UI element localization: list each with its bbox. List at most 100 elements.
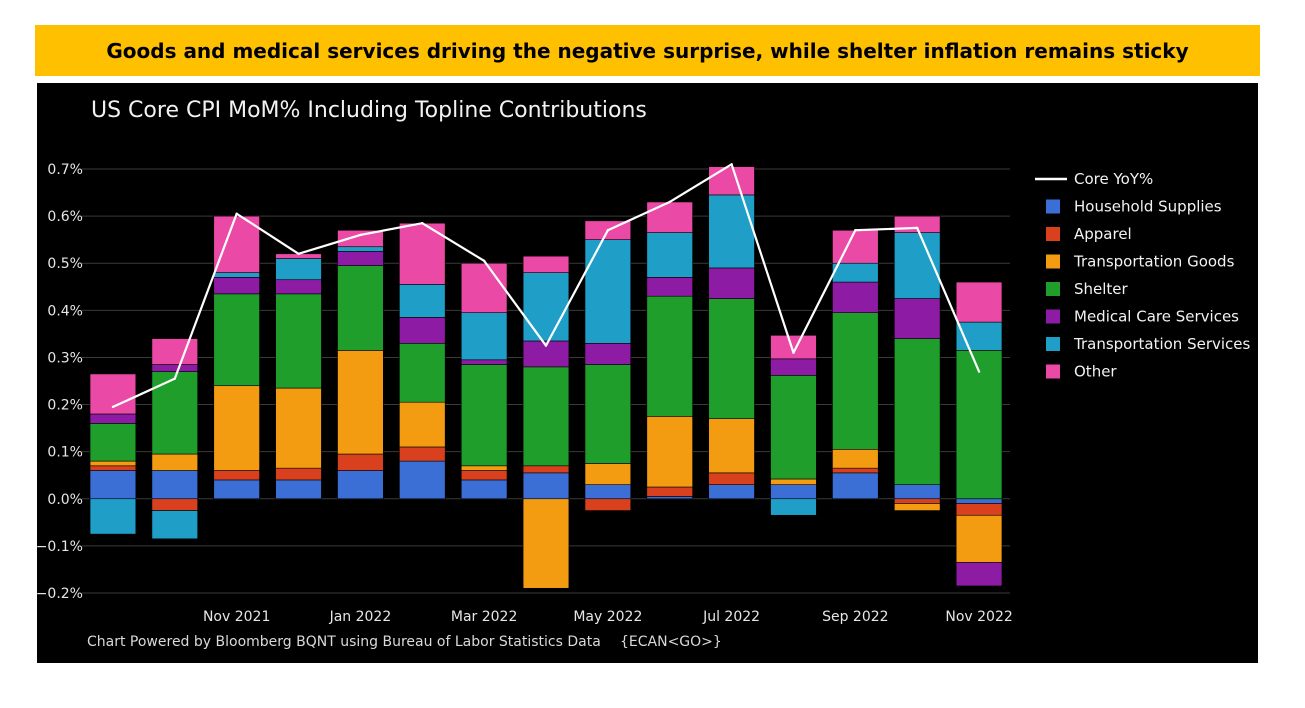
bar-segment bbox=[770, 375, 817, 480]
bar-segment bbox=[522, 498, 570, 589]
legend-item: Transportation Services bbox=[1046, 335, 1251, 353]
legend-label: Other bbox=[1074, 363, 1117, 381]
y-tick-label: 0.4% bbox=[47, 303, 83, 319]
core-yoy-point bbox=[235, 212, 238, 215]
core-yoy-point bbox=[482, 259, 486, 263]
bar-segment bbox=[832, 281, 879, 313]
legend-item: Shelter bbox=[1046, 280, 1129, 298]
bar-segment bbox=[399, 446, 446, 462]
headline-banner: Goods and medical services driving the n… bbox=[35, 25, 1260, 76]
bar-segment bbox=[89, 413, 137, 424]
core-yoy-point bbox=[421, 221, 424, 225]
bar-segment bbox=[213, 215, 260, 273]
bar-segment bbox=[646, 496, 693, 500]
x-tick-label: May 2022 bbox=[573, 609, 642, 625]
bar-segment bbox=[337, 470, 384, 500]
bar-segment bbox=[832, 472, 879, 500]
bar-segment bbox=[275, 387, 322, 469]
legend-item: Transportation Goods bbox=[1046, 253, 1235, 271]
core-yoy-point bbox=[111, 405, 115, 409]
bar-segment bbox=[151, 510, 198, 540]
y-tick-label: 0.7% bbox=[47, 162, 83, 178]
bar-segment bbox=[399, 401, 446, 448]
bar-segment bbox=[770, 358, 817, 376]
headline-text: Goods and medical services driving the n… bbox=[106, 38, 1189, 63]
legend-item-core-yoy: Core YoY% bbox=[1035, 170, 1153, 188]
bar-segment bbox=[955, 514, 1003, 563]
bar-segment bbox=[337, 251, 384, 266]
bar-segment bbox=[832, 229, 879, 264]
bar-segment bbox=[89, 498, 137, 535]
bar-segment bbox=[708, 267, 755, 299]
bar-segment bbox=[584, 343, 632, 365]
legend-item: Apparel bbox=[1046, 225, 1132, 243]
core-yoy-point bbox=[668, 200, 671, 204]
chart-svg: US Core CPI MoM% Including Topline Contr… bbox=[37, 98, 1251, 650]
core-yoy-point bbox=[730, 163, 733, 166]
bar-segment bbox=[399, 460, 446, 500]
bar-segment bbox=[584, 498, 632, 511]
bar-segment bbox=[646, 232, 693, 278]
legend-label: Household Supplies bbox=[1074, 198, 1222, 216]
legend-swatch bbox=[1046, 199, 1060, 214]
legend-swatch bbox=[1046, 309, 1060, 324]
bar-segment bbox=[770, 484, 817, 500]
x-tick-label: Nov 2022 bbox=[945, 609, 1012, 625]
bar-segment bbox=[708, 166, 755, 196]
x-axis: Nov 2021 Jan 2022 Mar 2022 May 2022 Jul 2022… bbox=[203, 609, 1013, 625]
bar-segment bbox=[337, 229, 384, 248]
bar-segment bbox=[151, 453, 198, 471]
x-tick-label: Jul 2022 bbox=[702, 609, 760, 625]
bar-segment bbox=[460, 262, 508, 313]
y-tick-label: −0.1% bbox=[37, 539, 83, 555]
bar-segment bbox=[646, 486, 693, 497]
bar-segment bbox=[337, 265, 384, 351]
core-yoy-point bbox=[854, 229, 857, 232]
y-axis: 0.7% 0.6% 0.5% 0.4% 0.3% 0.2% 0.1% 0.0% −0.1% −0.… bbox=[37, 162, 83, 602]
legend-swatch bbox=[1046, 227, 1060, 241]
bar-segment bbox=[770, 498, 817, 516]
legend-label: Core YoY% bbox=[1074, 170, 1153, 188]
bar-segment bbox=[770, 478, 817, 485]
bar-segment bbox=[955, 562, 1003, 587]
core-yoy-point bbox=[359, 233, 362, 237]
bar-segment bbox=[151, 338, 198, 365]
bar-segment bbox=[399, 317, 446, 344]
bar-segment bbox=[89, 465, 137, 471]
bar-segment bbox=[646, 416, 693, 488]
bar-segment bbox=[894, 484, 941, 500]
bar-segment bbox=[151, 371, 198, 455]
bar-segment bbox=[584, 239, 632, 344]
legend-label: Medical Care Services bbox=[1074, 308, 1239, 326]
bar-segment bbox=[708, 484, 755, 500]
bar-segment bbox=[955, 281, 1003, 323]
bar-segment bbox=[399, 343, 446, 403]
y-tick-label: 0.2% bbox=[47, 398, 83, 414]
bar-segment bbox=[275, 258, 322, 281]
bar-segment bbox=[708, 298, 755, 419]
bar-segment bbox=[275, 467, 322, 481]
y-tick-label: 0.1% bbox=[47, 445, 83, 461]
bar-segment bbox=[832, 449, 879, 469]
bar-segment bbox=[708, 472, 755, 485]
bar-segment bbox=[522, 472, 570, 500]
bar-segment bbox=[275, 279, 322, 295]
bar-segment bbox=[213, 479, 260, 500]
bar-segment bbox=[894, 498, 941, 504]
bar-segment bbox=[213, 470, 260, 481]
legend-label: Transportation Goods bbox=[1073, 253, 1235, 271]
legend-label: Transportation Services bbox=[1073, 335, 1251, 353]
core-yoy-point bbox=[977, 370, 981, 373]
bar-segment bbox=[832, 312, 879, 450]
bar-segment bbox=[646, 295, 693, 417]
bar-segment bbox=[522, 366, 570, 467]
bar-segment bbox=[460, 364, 508, 467]
bar-segment bbox=[213, 385, 260, 471]
core-yoy-point bbox=[916, 226, 919, 230]
y-tick-label: −0.2% bbox=[37, 586, 83, 602]
x-tick-label: Mar 2022 bbox=[451, 609, 518, 625]
bar-segment bbox=[955, 350, 1003, 500]
legend-swatch bbox=[1046, 337, 1060, 351]
legend-item: Other bbox=[1046, 363, 1117, 381]
bar-segment bbox=[708, 418, 755, 474]
